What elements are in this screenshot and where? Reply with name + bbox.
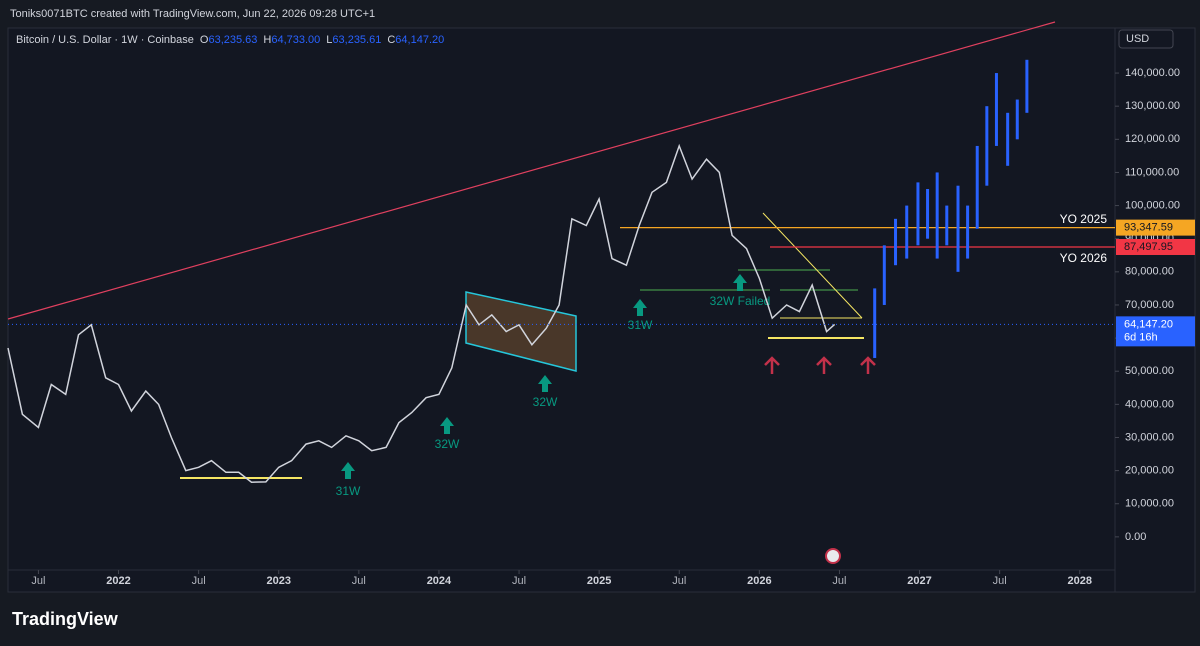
projection-bar (935, 172, 939, 259)
x-tick-label: 2022 (106, 575, 130, 587)
projection-bar (894, 218, 898, 266)
projection-bar (994, 73, 998, 146)
x-tick-label: Jul (993, 575, 1007, 587)
price-line (7, 143, 836, 483)
channel (465, 291, 577, 372)
x-tick-label: Jul (512, 575, 526, 587)
last-price-box (1116, 316, 1195, 347)
level-box (1116, 219, 1195, 236)
projection-bar (985, 106, 989, 186)
projection-bar (945, 205, 949, 246)
trendline (7, 21, 1056, 320)
chart-title: Bitcoin / U.S. Dollar · 1W · Coinbase (16, 34, 194, 46)
projection-bar (1025, 59, 1029, 113)
level-box (1116, 238, 1195, 255)
y-tick-label: 50,000.00 (1125, 365, 1174, 377)
green-arrows (341, 274, 747, 479)
x-tick-label: 2023 (267, 575, 291, 587)
projection-bar (873, 288, 877, 358)
y-tick-label: 100,000.00 (1125, 199, 1180, 211)
event-flag (825, 548, 841, 564)
projection-bar (926, 189, 930, 239)
ohlc-value: 63,235.61 (332, 34, 381, 46)
annotation: 32W Failed (710, 294, 771, 308)
ohlc-value: 63,235.63 (208, 34, 257, 46)
projection-bar (905, 205, 909, 259)
y-tick-label: 120,000.00 (1125, 133, 1180, 145)
x-tick-label: 2024 (427, 575, 452, 587)
projection-bar (975, 145, 979, 229)
countdown: 6d 16h (1124, 331, 1158, 343)
level-label: 87,497.95 (1124, 241, 1173, 253)
y-tick-label: 80,000.00 (1125, 266, 1174, 278)
annotation: 31W (628, 318, 653, 332)
arrow (764, 356, 780, 374)
ohlc-value: 64,733.00 (271, 34, 320, 46)
annotation: 32W (435, 437, 460, 451)
ohlc-key: O (200, 34, 209, 46)
resistance-line (762, 212, 863, 319)
x-tick-label: 2028 (1068, 575, 1092, 587)
y-tick-label: 140,000.00 (1125, 67, 1180, 79)
y-tick-label: 40,000.00 (1125, 398, 1174, 410)
x-tick-label: Jul (31, 575, 45, 587)
x-tick-label: Jul (672, 575, 686, 587)
arrow (733, 274, 747, 291)
arrow (440, 417, 454, 434)
annotation: 32W (533, 395, 558, 409)
ohlc-key: L (326, 34, 332, 46)
projection-bar (966, 205, 970, 259)
projection-bar (916, 182, 920, 246)
arrow (860, 356, 876, 374)
currency-box (1118, 29, 1174, 49)
y-tick-label: 130,000.00 (1125, 100, 1180, 112)
x-tick-label: 2026 (747, 575, 771, 587)
red-arrows (764, 356, 876, 374)
annotation: 31W (336, 484, 361, 498)
arrow (341, 462, 355, 479)
level-name: YO 2025 (1060, 212, 1108, 226)
y-tick-label: 0.00 (1125, 531, 1146, 543)
x-tick-label: Jul (352, 575, 366, 587)
ohlc-key: H (263, 34, 271, 46)
level-label: 93,347.59 (1124, 222, 1173, 234)
arrow (538, 375, 552, 392)
projection-bar (1006, 112, 1010, 166)
x-tick-label: 2025 (587, 575, 611, 587)
x-tick-label: Jul (832, 575, 846, 587)
ohlc-value: 64,147.20 (395, 34, 444, 46)
y-tick-label: 20,000.00 (1125, 465, 1174, 477)
x-tick-label: 2027 (907, 575, 931, 587)
currency: USD (1126, 33, 1149, 45)
y-tick-label: 10,000.00 (1125, 498, 1174, 510)
drawings: 31W 32W 32W 31W 32W Failed (7, 21, 1056, 564)
level-name: YO 2026 (1060, 251, 1108, 265)
projection-bar (1015, 99, 1019, 140)
projection-bar (882, 245, 886, 305)
last-price-label: 64,147.20 (1124, 318, 1173, 330)
x-tick-label: Jul (192, 575, 206, 587)
projection-bar (956, 185, 960, 272)
arrow (816, 356, 832, 374)
y-tick-label: 70,000.00 (1125, 299, 1174, 311)
y-tick-label: 110,000.00 (1125, 166, 1179, 178)
arrow (633, 299, 647, 316)
credit: Toniks0071BTC created with TradingView.c… (10, 8, 375, 20)
y-tick-label: 30,000.00 (1125, 431, 1174, 443)
brand: TradingView (12, 609, 119, 629)
ohlc-key: C (387, 34, 395, 46)
